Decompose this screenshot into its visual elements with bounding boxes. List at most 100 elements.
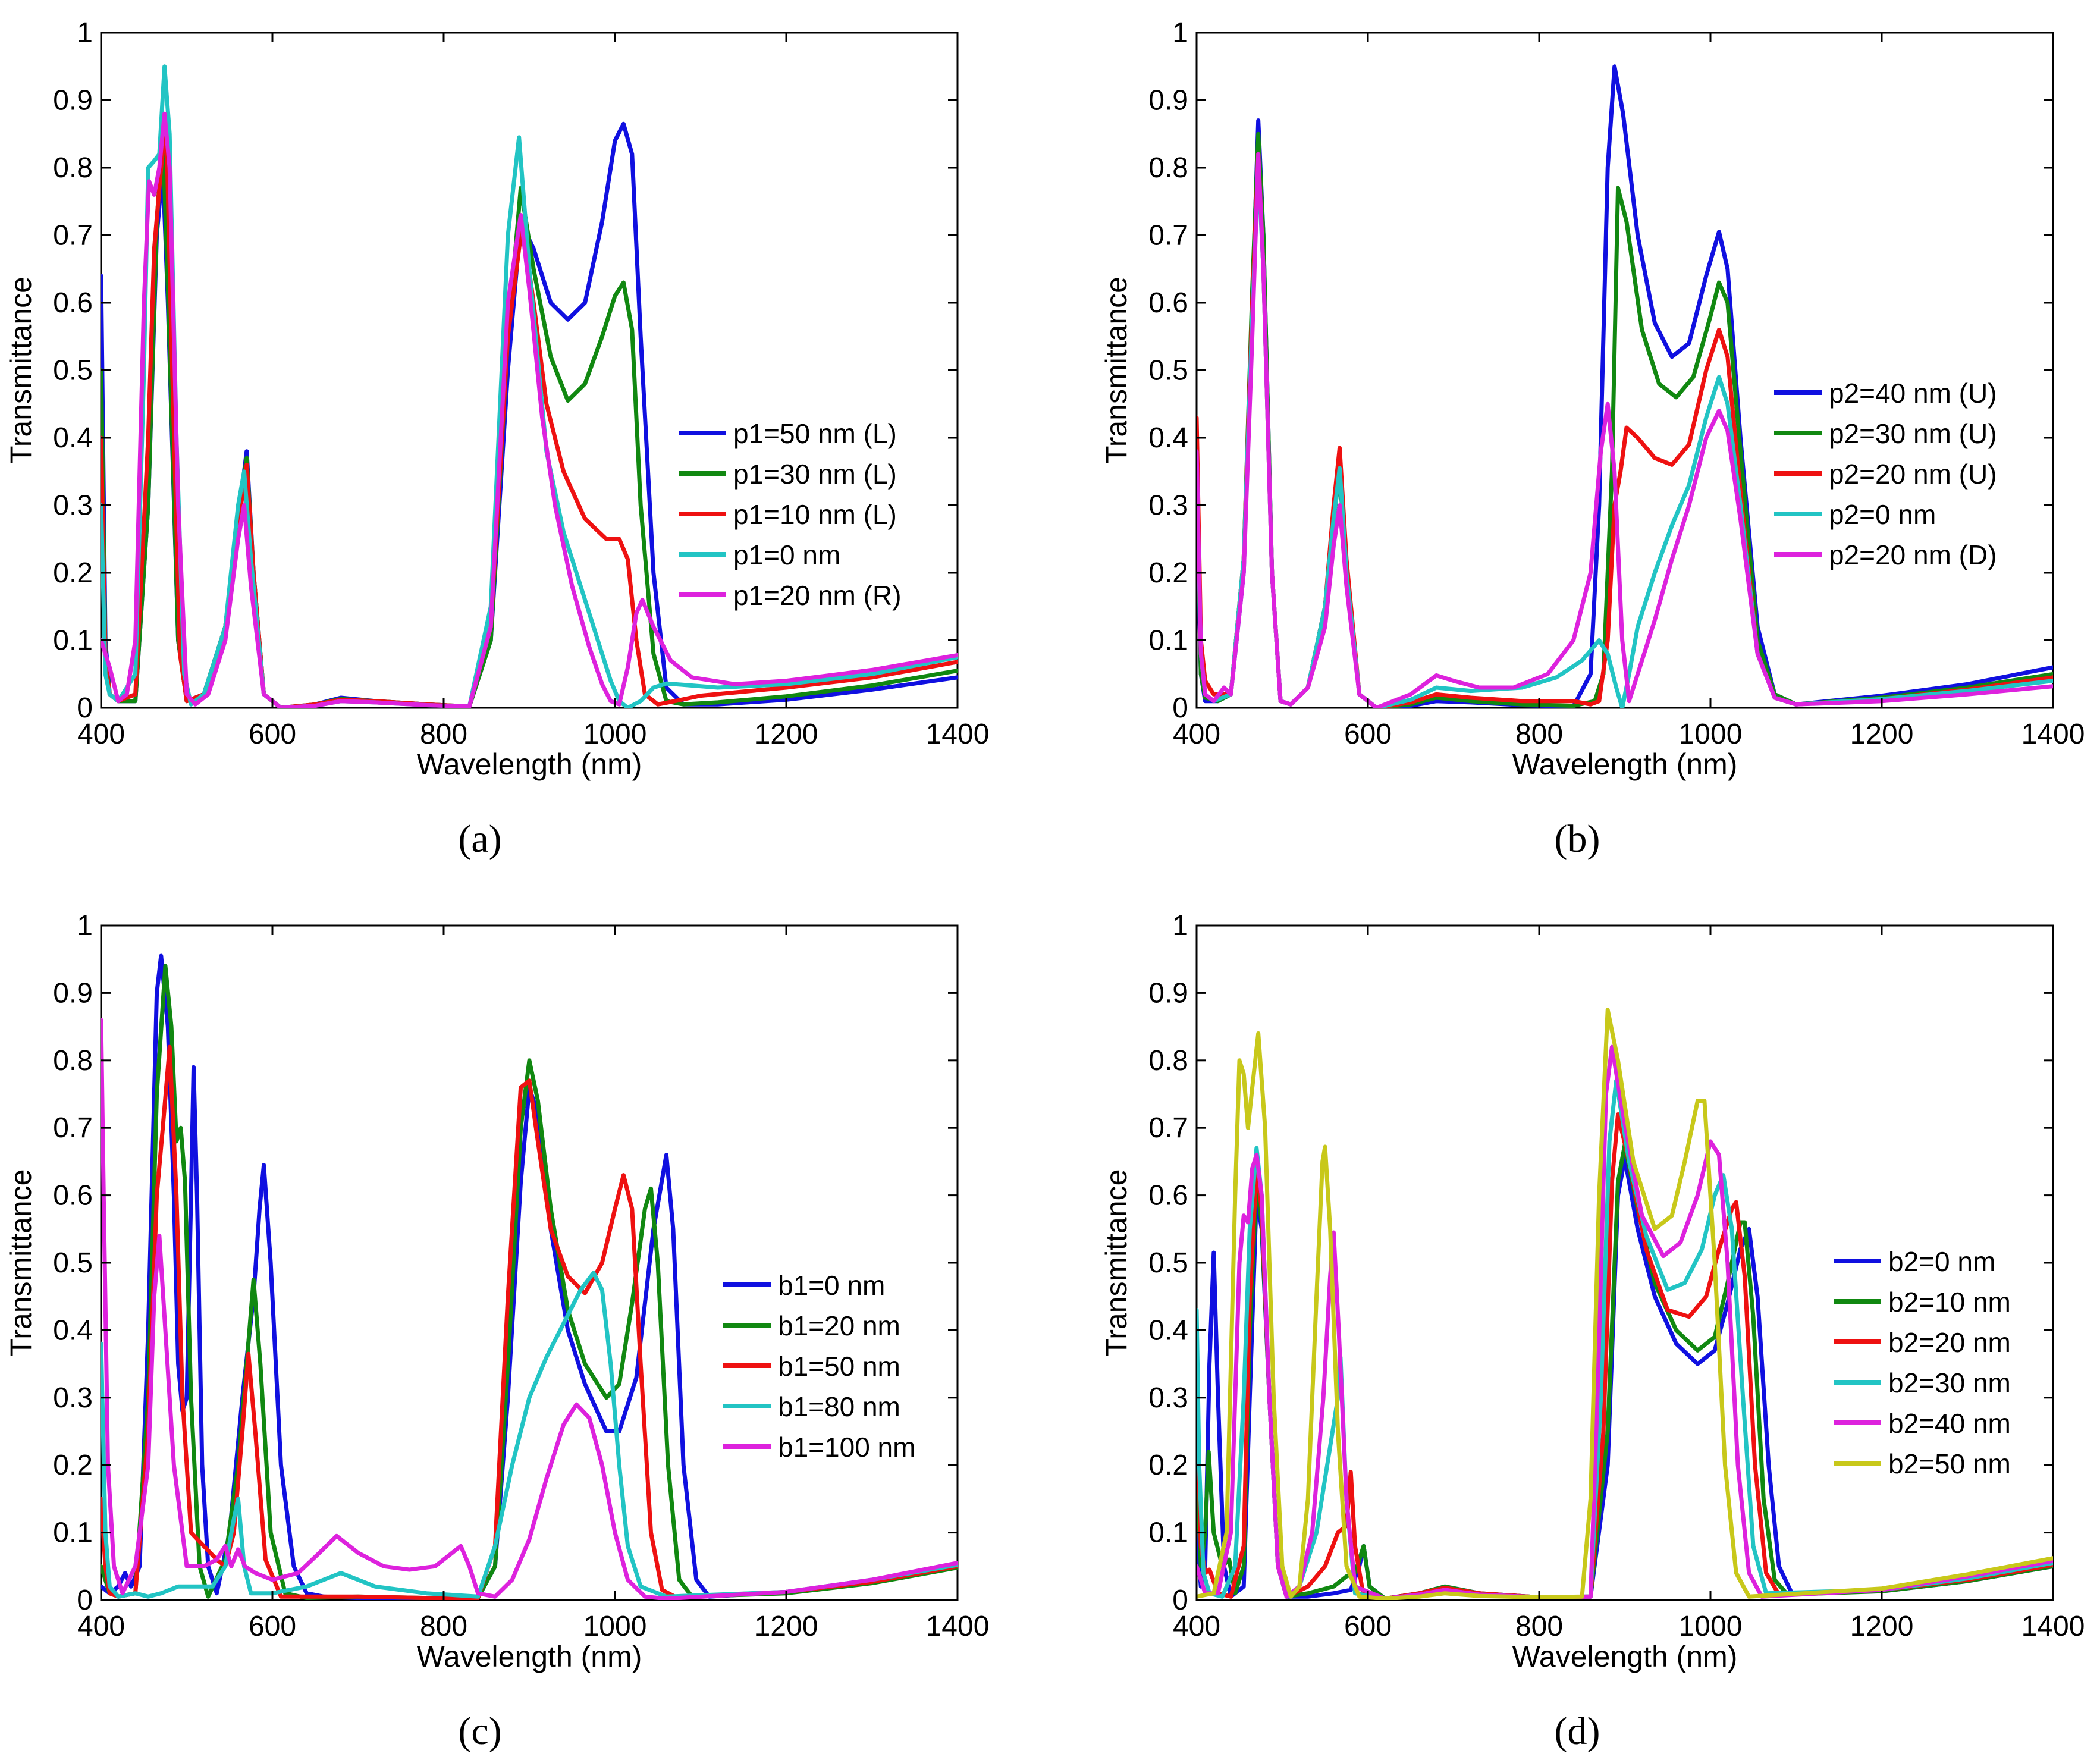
legend-label: b2=30 nm (1888, 1367, 2011, 1398)
panel-label-b: (b) (1555, 817, 1600, 861)
x-tick-label: 800 (1515, 719, 1563, 750)
legend-label: p1=20 nm (R) (733, 580, 902, 611)
series-line (101, 1044, 958, 1600)
x-tick-label: 800 (420, 719, 467, 750)
legend-label: b1=50 nm (778, 1351, 900, 1382)
x-axis-label: Wavelength (nm) (1512, 748, 1738, 781)
y-tick-label: 0.6 (1148, 1180, 1188, 1212)
y-tick-label: 0.1 (1148, 1517, 1188, 1549)
x-tick-label: 1000 (583, 1611, 647, 1642)
y-tick-label: 0.5 (53, 355, 93, 387)
legend-label: b2=50 nm (1888, 1448, 2011, 1479)
legend-label: p1=10 nm (L) (733, 499, 897, 530)
y-tick-label: 0.3 (1148, 490, 1188, 522)
x-tick-label: 600 (249, 719, 296, 750)
y-tick-label: 0.4 (1148, 422, 1188, 454)
legend-label: b1=20 nm (778, 1310, 900, 1341)
y-tick-label: 0.9 (53, 85, 93, 117)
x-tick-label: 1400 (2021, 719, 2085, 750)
y-tick-label: 0.4 (53, 1315, 93, 1346)
y-axis-label: Transmittance (1100, 277, 1133, 464)
y-tick-label: 0.8 (53, 1045, 93, 1077)
y-tick-label: 0 (77, 692, 93, 724)
plot-frame (100, 924, 959, 1601)
y-tick-label: 0.2 (53, 1450, 93, 1481)
series-group (1197, 1008, 2053, 1600)
legend-label: b1=0 nm (778, 1270, 885, 1301)
series-line (1197, 1008, 2053, 1600)
x-tick-label: 1000 (1679, 719, 1743, 750)
y-tick-label: 0.2 (1148, 1450, 1188, 1481)
legend-label: p2=0 nm (1829, 499, 1936, 530)
x-tick-label: 1200 (755, 1611, 818, 1642)
x-tick-label: 800 (1515, 1611, 1563, 1642)
x-axis-label: Wavelength (nm) (1512, 1640, 1738, 1673)
y-tick-label: 0.3 (1148, 1382, 1188, 1414)
legend-label: b2=20 nm (1888, 1327, 2011, 1358)
x-tick-label: 1200 (755, 719, 818, 750)
y-tick-label: 0.8 (1148, 152, 1188, 184)
y-tick-label: 0.1 (53, 625, 93, 657)
legend: p2=40 nm (U) p2=30 nm (U) p2=20 nm (U) p2=0… (1774, 378, 1997, 570)
legend-label: b2=10 nm (1888, 1287, 2011, 1317)
y-tick-label: 0.5 (1148, 355, 1188, 387)
x-tick-label: 400 (1173, 719, 1220, 750)
legend-label: b1=80 nm (778, 1391, 900, 1422)
y-tick-label: 0.4 (1148, 1315, 1188, 1346)
legend-label: p2=40 nm (U) (1829, 378, 1997, 409)
y-tick-label: 1 (1172, 910, 1188, 942)
legend-label: p2=20 nm (D) (1829, 539, 1997, 570)
panel-label-c: (c) (458, 1709, 501, 1753)
y-axis-label: Transmittance (4, 277, 37, 464)
series-group (101, 953, 958, 1600)
legend-label: p1=30 nm (L) (733, 459, 897, 490)
x-tick-label: 400 (1173, 1611, 1220, 1642)
panel-label-a: (a) (458, 817, 501, 861)
x-tick-label: 600 (249, 1611, 296, 1642)
x-tick-label: 1000 (1679, 1611, 1743, 1642)
legend-label: b2=0 nm (1888, 1246, 1995, 1277)
x-axis-label: Wavelength (nm) (417, 1640, 642, 1673)
panel-b: 400 600 800 1000 1200 1400 0 0.1 0.2 0.3 0.4 0.5 0.6… (1100, 17, 2085, 781)
x-tick-label: 1400 (2021, 1611, 2085, 1642)
plot-frame (1195, 32, 2054, 709)
series-line (1197, 152, 2053, 708)
series-line (101, 111, 958, 708)
series-line (1197, 131, 2053, 708)
x-tick-label: 1200 (1850, 719, 1914, 750)
series-group (1197, 64, 2053, 708)
y-tick-label: 0.5 (53, 1247, 93, 1279)
y-tick-label: 1 (77, 17, 93, 49)
legend: b1=0 nm b1=20 nm b1=50 nm b1=80 nm b1=100 nm (723, 1270, 915, 1463)
x-tick-label: 1400 (926, 719, 990, 750)
legend-label: p2=30 nm (U) (1829, 418, 1997, 449)
x-tick-label: 400 (77, 719, 125, 750)
y-tick-label: 0.3 (53, 490, 93, 522)
panel-a: 400 600 800 1000 1200 1400 0 0.1 0.2 0.3 0.4 0.5 0.6… (4, 17, 989, 781)
x-tick-label: 400 (77, 1611, 125, 1642)
x-tick-label: 600 (1344, 1611, 1392, 1642)
y-tick-label: 0.2 (1148, 557, 1188, 589)
series-group (101, 64, 958, 708)
y-tick-label: 0.9 (53, 977, 93, 1009)
y-tick-label: 0.7 (53, 220, 93, 252)
legend-label: p1=50 nm (L) (733, 418, 897, 449)
y-tick-label: 0.6 (1148, 287, 1188, 319)
y-tick-label: 0 (1172, 692, 1188, 724)
series-line (101, 953, 958, 1600)
y-tick-label: 0.3 (53, 1382, 93, 1414)
y-tick-label: 0.5 (1148, 1247, 1188, 1279)
y-tick-label: 0 (77, 1585, 93, 1616)
panel-c: 400 600 800 1000 1200 1400 0 0.1 0.2 0.3 0.4 0.5 0.6… (4, 910, 989, 1673)
y-tick-label: 0.1 (1148, 625, 1188, 657)
legend-label: p1=0 nm (733, 539, 840, 570)
y-tick-label: 1 (1172, 17, 1188, 49)
y-tick-label: 0.6 (53, 1180, 93, 1212)
y-tick-label: 0.8 (1148, 1045, 1188, 1077)
legend-label: p2=20 nm (U) (1829, 459, 1997, 490)
y-tick-label: 0 (1172, 1585, 1188, 1616)
legend-label: b1=100 nm (778, 1432, 915, 1463)
y-tick-label: 0.7 (1148, 1112, 1188, 1144)
x-tick-label: 1200 (1850, 1611, 1914, 1642)
